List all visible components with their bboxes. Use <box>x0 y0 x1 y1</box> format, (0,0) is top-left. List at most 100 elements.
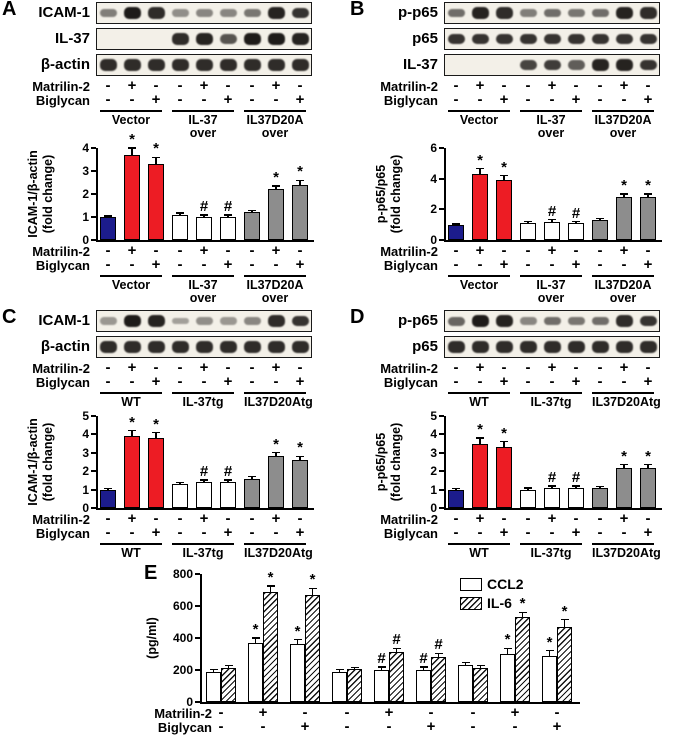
error-bar <box>527 221 529 224</box>
y-tick-label: 2 <box>82 187 89 201</box>
treatment-sign: - <box>597 510 603 527</box>
group-label-line: IL-37 <box>536 278 566 292</box>
treatment-sign: - <box>153 510 159 527</box>
chart-bar <box>100 489 116 508</box>
blot-strip <box>444 2 660 24</box>
significance-marker: * <box>273 168 279 186</box>
treatment-sign: + <box>127 77 137 94</box>
treatment-sign: - <box>525 242 531 259</box>
group-label-line: IL37D20A <box>246 113 304 127</box>
group-label-line: Vector <box>459 278 499 292</box>
treatment-sign: - <box>225 77 231 94</box>
error-bar <box>353 667 356 670</box>
group-label: IL-37 over <box>520 110 582 140</box>
treatment-sign: - <box>249 77 255 94</box>
panel-c-letter: C <box>2 306 17 328</box>
blot-strip <box>444 54 660 76</box>
group-label: IL37D20A over <box>592 275 654 305</box>
treatment-sign: - <box>549 373 555 390</box>
error-bar <box>503 441 505 448</box>
group-label-line: Vector <box>459 113 499 127</box>
group-label-line: IL-37tg <box>530 546 572 560</box>
treatment-sign: - <box>129 256 135 273</box>
treatment-sign: - <box>201 256 207 273</box>
blot-band <box>447 341 465 353</box>
treatment-sign: - <box>249 510 255 527</box>
y-tick <box>91 216 96 218</box>
y-tick-label: 2 <box>82 464 89 479</box>
treatment-sign: + <box>271 77 281 94</box>
blot-band <box>291 33 309 45</box>
significance-marker: # <box>547 202 557 220</box>
treatment-label: Matrilin-2 <box>32 361 90 376</box>
error-bar <box>395 648 398 653</box>
error-bar <box>296 639 299 644</box>
blot-band <box>243 341 261 353</box>
treatment-sign: - <box>621 524 627 541</box>
blot-band <box>147 59 165 71</box>
treatment-sign: + <box>643 524 653 541</box>
chart-bar <box>248 642 263 702</box>
treatment-sign: + <box>199 510 209 527</box>
treatment-sign: + <box>127 242 137 259</box>
error-bar-cap <box>548 485 556 487</box>
legend-item: CCL2 <box>460 576 524 592</box>
error-bar-cap <box>128 430 136 432</box>
blot-band <box>195 317 213 325</box>
group-label: Vector <box>100 110 162 127</box>
treatment-label: Matrilin-2 <box>154 706 212 721</box>
chart-bar <box>332 671 347 702</box>
blot-band <box>99 8 117 18</box>
treatment-sign: - <box>453 373 459 390</box>
error-bar <box>647 464 649 468</box>
error-bar <box>203 480 205 483</box>
y-tick <box>195 701 200 703</box>
panel-e-body: 0 200 400 600 800 (pg/ml) * * * * # # # # * * * * CCL2 IL-6… <box>136 564 676 744</box>
significance-marker: * <box>153 415 159 433</box>
y-tick-label: 0 <box>82 501 89 515</box>
significance-marker: * <box>267 569 274 586</box>
treatment-sign: - <box>201 373 207 390</box>
blot-band <box>219 317 237 325</box>
group-label: IL-37 over <box>520 275 582 305</box>
significance-marker: * <box>309 571 316 589</box>
chart-bar <box>290 643 305 702</box>
y-tick <box>439 147 444 149</box>
treatment-label: Matrilin-2 <box>380 512 438 527</box>
chart-bar <box>640 467 656 508</box>
significance-marker: # <box>547 468 557 486</box>
treatment-sign: - <box>153 242 159 259</box>
significance-marker: * <box>297 439 303 457</box>
chart-bar <box>616 467 632 508</box>
y-tick <box>439 177 444 180</box>
panel-d-letter: D <box>350 306 365 328</box>
y-axis-title: ICAM-1/β-actin (fold change) <box>26 416 56 508</box>
error-bar <box>311 588 314 595</box>
blot-band <box>519 317 537 325</box>
error-bar-cap <box>152 431 160 434</box>
treatment-sign: - <box>501 77 507 94</box>
blot-band <box>99 59 117 71</box>
treatment-label: Biglycan <box>35 93 90 108</box>
blot-strip <box>96 310 312 332</box>
group-label-line: IL-37tg <box>182 546 224 560</box>
significance-marker: * <box>501 424 507 442</box>
treatment-sign: - <box>177 373 183 390</box>
chart-bar <box>100 217 116 240</box>
treatment-sign: - <box>621 256 627 273</box>
treatment-sign: + <box>499 373 509 390</box>
y-tick <box>91 488 96 491</box>
y-tick-label: 3 <box>82 445 89 460</box>
treatment-sign: - <box>177 256 183 273</box>
treatment-sign: + <box>271 359 281 376</box>
blot-band <box>615 59 633 71</box>
chart-bar <box>305 594 320 702</box>
treatment-sign: - <box>554 704 560 721</box>
treatment-sign: - <box>525 359 531 376</box>
error-bar <box>203 215 205 217</box>
chart-axes <box>444 148 662 242</box>
treatment-sign: - <box>453 359 459 376</box>
significance-marker: # <box>223 198 233 216</box>
treatment-sign: - <box>477 91 483 108</box>
treatment-sign: + <box>619 242 629 259</box>
